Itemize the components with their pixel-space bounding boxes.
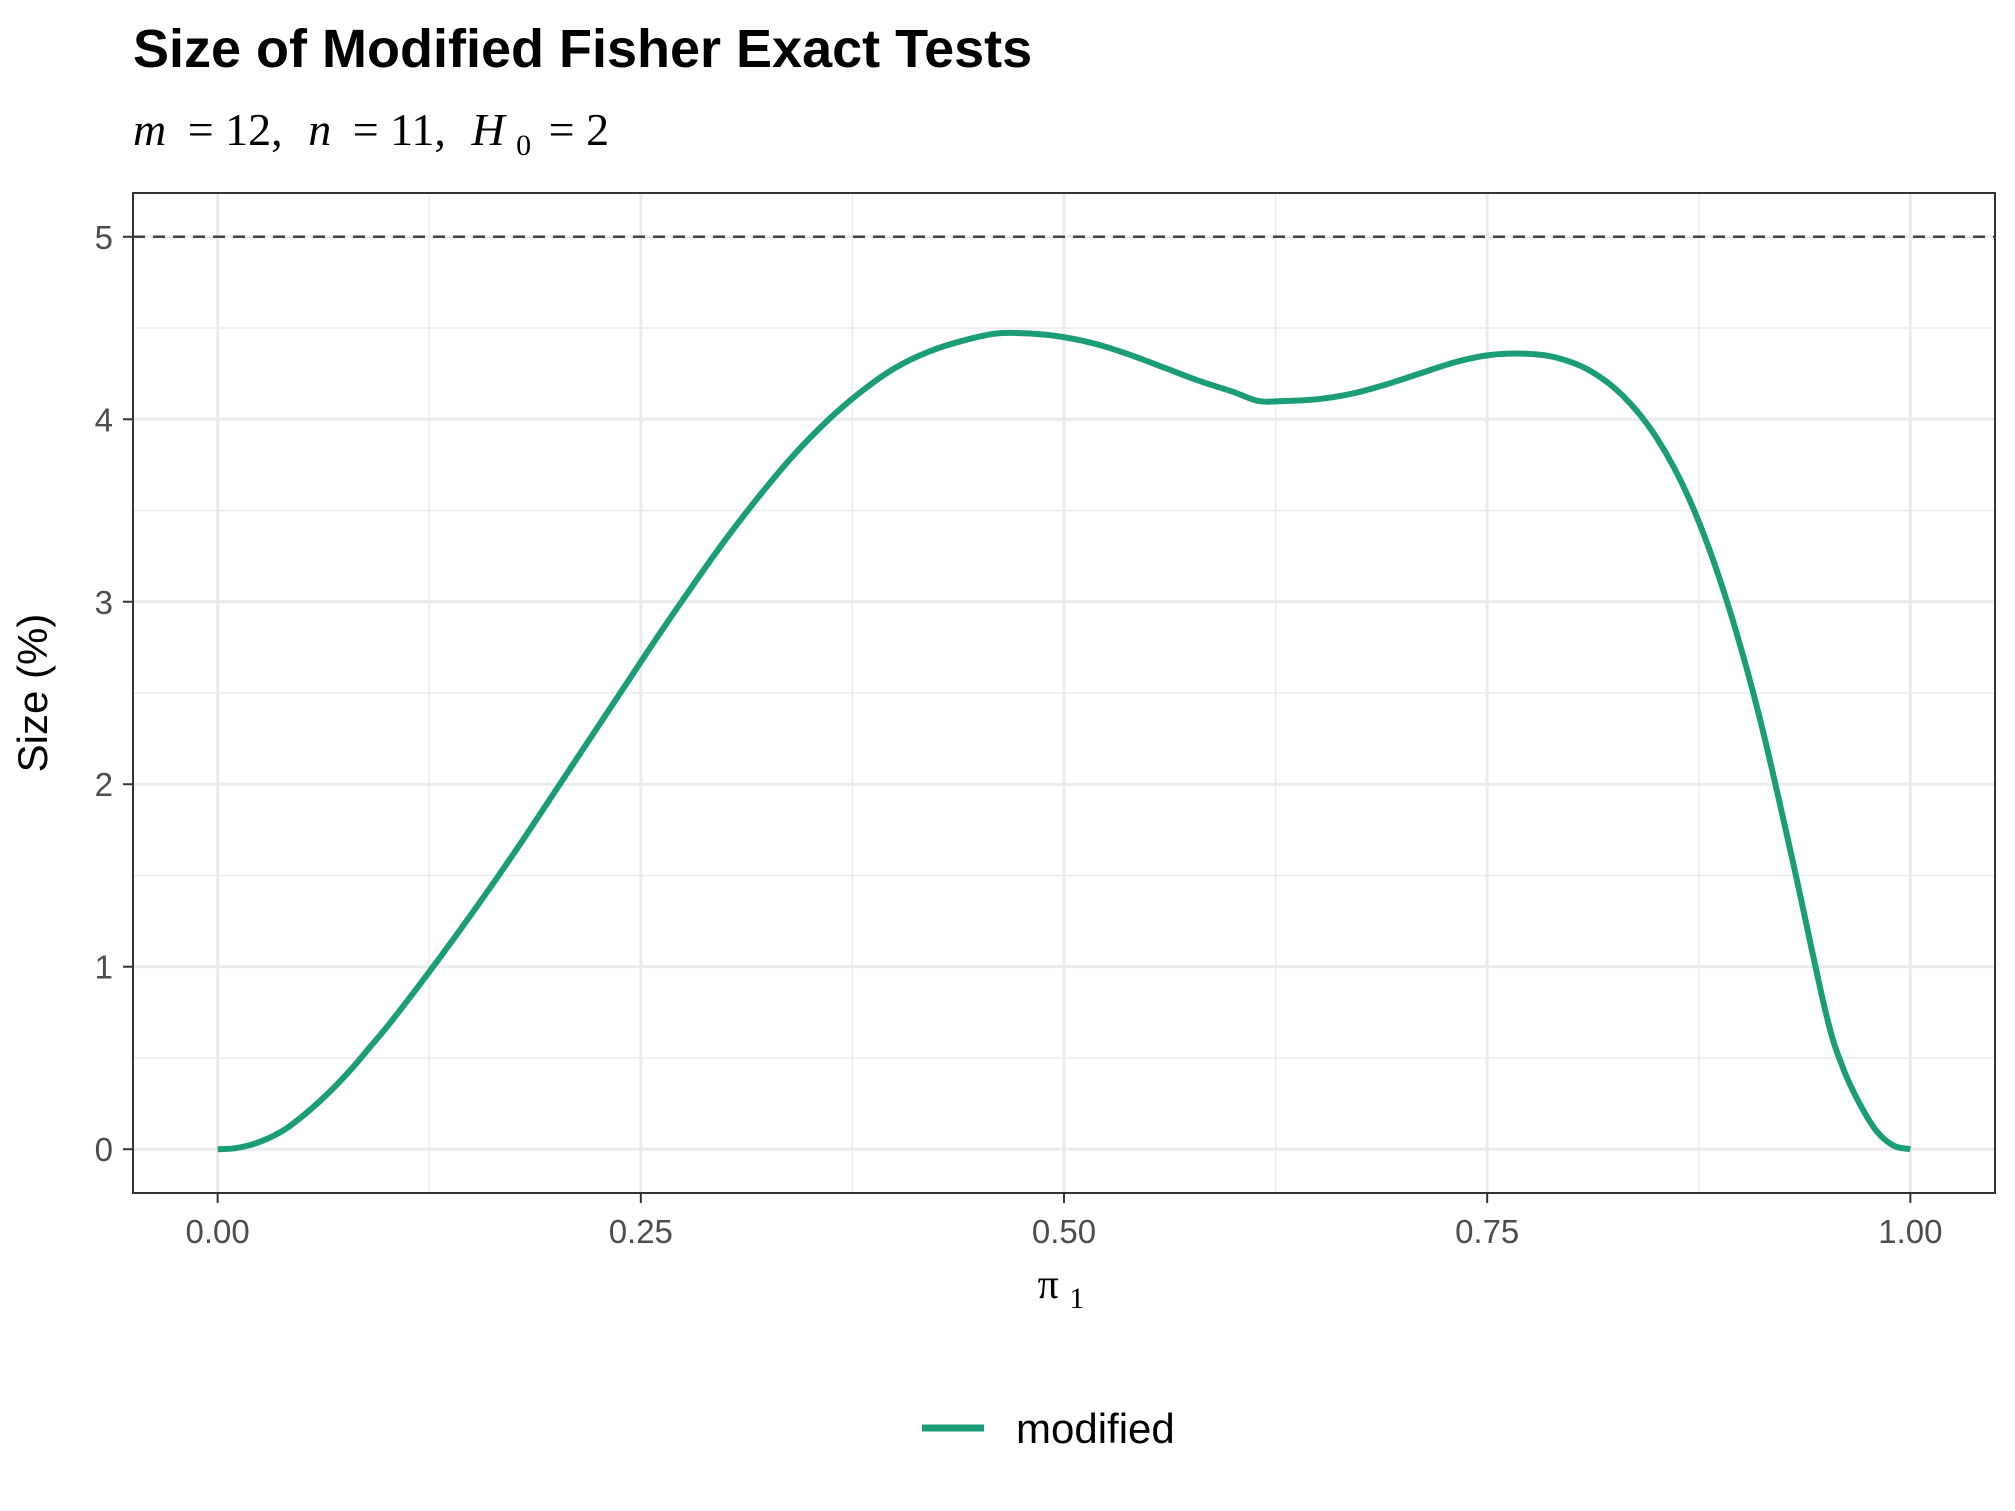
y-tick-label: 3 <box>95 584 113 621</box>
subtitle-h-subscript: 0 <box>516 129 531 162</box>
x-tick-label: 0.25 <box>609 1213 673 1250</box>
legend: modified <box>922 1405 1175 1452</box>
x-tick-label: 1.00 <box>1878 1213 1942 1250</box>
x-axis-title-symbol: π <box>1038 1262 1059 1308</box>
y-tick-label: 1 <box>95 949 113 986</box>
y-axis: 0 1 2 3 4 5 <box>95 219 133 1168</box>
y-axis-title: Size (%) <box>9 614 56 773</box>
x-tick-label: 0.00 <box>186 1213 250 1250</box>
x-axis: 0.00 0.25 0.50 0.75 1.00 <box>186 1193 1942 1250</box>
legend-label-modified: modified <box>1016 1405 1175 1452</box>
x-axis-title-subscript: 1 <box>1069 1282 1084 1315</box>
y-tick-label: 4 <box>95 401 113 438</box>
series-layer <box>217 329 1911 1153</box>
x-tick-label: 0.50 <box>1032 1213 1096 1250</box>
plot-panel <box>132 192 1996 1194</box>
y-tick-label: 5 <box>95 219 113 256</box>
subtitle-h-value: = 2 <box>549 104 609 155</box>
y-tick-label: 2 <box>95 766 113 803</box>
x-tick-label: 0.75 <box>1455 1213 1519 1250</box>
chart-subtitle: m = 12, n = 11, H 0 = 2 <box>133 104 609 165</box>
subtitle-m-value: = 12, <box>188 104 283 155</box>
x-axis-title: π 1 <box>1038 1262 1085 1315</box>
subtitle-m-symbol: m <box>133 104 166 155</box>
subtitle-h-symbol: H <box>470 104 507 155</box>
series-line-modified <box>217 329 1911 1153</box>
subtitle-n-symbol: n <box>308 104 331 155</box>
subtitle-n-value: = 11, <box>353 104 446 155</box>
chart-title: Size of Modified Fisher Exact Tests <box>133 19 1032 79</box>
y-tick-label: 0 <box>95 1131 113 1168</box>
